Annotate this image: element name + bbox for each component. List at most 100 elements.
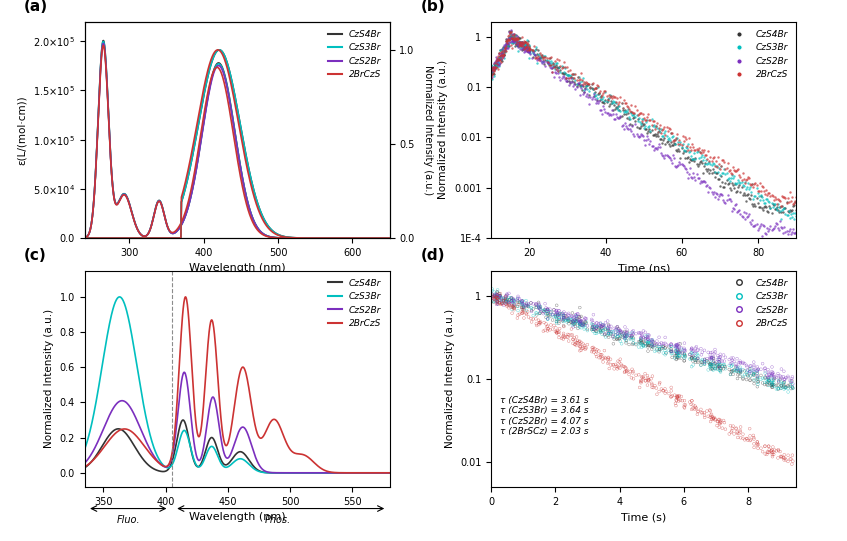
Point [588, 95, 601, 103]
Point [495, 299, 509, 308]
Point [772, 385, 785, 393]
Point [739, 196, 753, 205]
Point [747, 365, 761, 374]
Point [645, 337, 658, 346]
Point [653, 143, 667, 151]
Point [490, 60, 503, 69]
Point [602, 327, 616, 336]
Point [731, 374, 745, 383]
Point [691, 174, 705, 182]
Point [526, 48, 540, 57]
Point [520, 46, 534, 55]
Point [620, 331, 634, 339]
Point [631, 116, 645, 125]
Point [768, 193, 782, 201]
Point [689, 354, 702, 362]
Point [520, 310, 534, 319]
Point [707, 153, 721, 161]
Point [573, 320, 587, 328]
Point [679, 147, 693, 155]
Point [767, 450, 780, 459]
Point [598, 325, 612, 334]
Point [493, 293, 507, 301]
Point [511, 295, 524, 304]
Point [496, 52, 510, 61]
Point [712, 192, 726, 201]
Point [650, 129, 664, 138]
Point [717, 351, 730, 359]
Point [552, 314, 566, 322]
Point [739, 375, 753, 384]
Point [782, 373, 795, 382]
Point [511, 42, 524, 50]
Point [671, 349, 684, 358]
Point [507, 32, 521, 41]
Point [642, 341, 656, 349]
Point [783, 382, 797, 391]
Point [601, 354, 615, 362]
Point [642, 331, 656, 340]
Point [552, 62, 566, 71]
Point [621, 332, 634, 340]
Point [505, 37, 518, 45]
Point [506, 34, 519, 42]
Point [559, 69, 573, 78]
Point [491, 295, 505, 304]
Point [567, 313, 581, 322]
Point [640, 335, 654, 344]
Point [516, 44, 529, 53]
Point [505, 34, 518, 43]
Point [502, 293, 516, 302]
Point [723, 359, 737, 368]
Point [511, 47, 524, 55]
Point [678, 403, 691, 411]
Point [537, 307, 551, 316]
Point [701, 412, 715, 420]
Point [645, 340, 659, 349]
Point [708, 161, 722, 170]
Point [502, 35, 516, 44]
Point [639, 328, 652, 337]
Point [558, 75, 572, 83]
Point [664, 347, 678, 356]
Point [490, 55, 504, 64]
Point [501, 36, 514, 44]
Point [553, 309, 567, 318]
Point [579, 78, 593, 87]
Point [705, 188, 718, 196]
Point [573, 313, 586, 321]
Point [573, 342, 587, 351]
Point [651, 131, 665, 140]
Point [639, 125, 652, 134]
Point [503, 35, 517, 43]
Point [762, 201, 776, 210]
Point [519, 44, 533, 52]
Point [511, 38, 524, 47]
Point [516, 38, 529, 47]
Point [505, 44, 518, 52]
Point [720, 168, 734, 177]
Point [682, 134, 695, 142]
Point [707, 413, 721, 422]
Point [753, 221, 767, 230]
Point [546, 62, 560, 70]
Point [781, 372, 794, 381]
Point [499, 47, 512, 55]
Point [734, 358, 747, 367]
Point [515, 38, 529, 47]
Point [534, 309, 547, 318]
Point [541, 322, 555, 331]
Point [493, 299, 507, 307]
Point [751, 444, 765, 453]
Point [765, 367, 778, 376]
Point [530, 58, 544, 67]
Point [584, 83, 598, 92]
Point [691, 357, 705, 365]
Point [737, 208, 750, 216]
Point [684, 146, 698, 154]
Point [497, 296, 511, 305]
Point [639, 333, 652, 341]
Point [609, 103, 623, 111]
Point [548, 63, 562, 71]
Point [637, 120, 650, 129]
